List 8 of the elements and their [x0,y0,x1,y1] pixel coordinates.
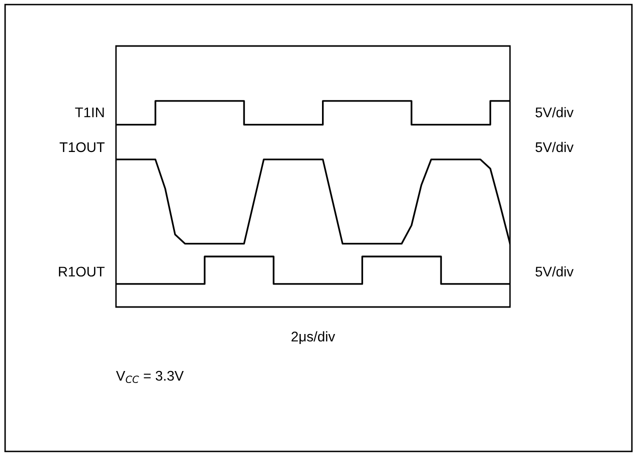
text: 5V/div [536,266,574,277]
text: V$_{CC}$ = 3.3V [116,370,184,383]
series-label: T1OUT [60,142,105,152]
text: 5V/div [536,142,574,152]
series-label: R1OUT [58,266,105,277]
x-axis-title: 2μs/div [292,331,336,344]
text: 5V/div [536,107,574,118]
series-label: T1IN [75,108,104,118]
